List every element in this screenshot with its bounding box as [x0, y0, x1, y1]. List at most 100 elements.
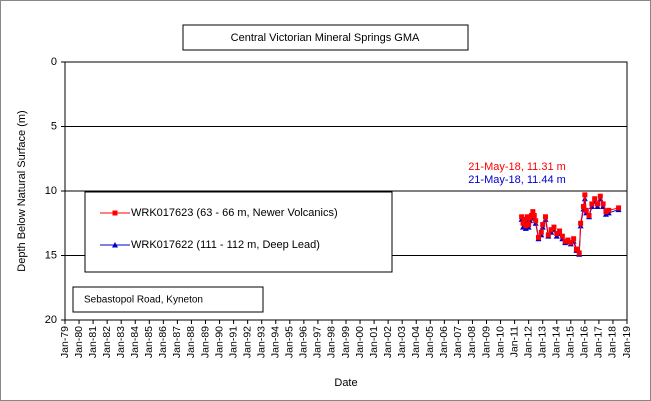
- x-tick-label: Jan-94: [270, 326, 282, 358]
- x-tick-label: Jan-17: [593, 326, 605, 358]
- data-point: [523, 223, 529, 229]
- x-tick-label: Jan-81: [87, 326, 99, 358]
- legend-label: WRK017623 (63 - 66 m, Newer Volcanics): [131, 207, 338, 219]
- x-tick-label: Jan-92: [241, 326, 253, 358]
- x-tick-label: Jan-11: [508, 326, 520, 357]
- annotation: 21-May-18, 11.44 m: [468, 174, 566, 186]
- x-tick-label: Jan-83: [115, 326, 127, 358]
- data-point: [562, 238, 568, 244]
- x-tick-label: Jan-79: [59, 326, 71, 358]
- x-tick-label: Jan-15: [565, 326, 577, 358]
- x-tick-label: Jan-93: [255, 326, 267, 358]
- annotation: 21-May-18, 11.31 m: [468, 161, 566, 173]
- data-point: [586, 213, 592, 219]
- x-tick-label: Jan-97: [312, 326, 324, 358]
- data-point: [533, 218, 539, 224]
- legend-marker: [112, 210, 118, 216]
- x-tick-label: Jan-10: [494, 326, 506, 358]
- x-tick-label: Jan-03: [396, 326, 408, 358]
- data-point: [578, 220, 584, 226]
- x-tick-label: Jan-00: [354, 326, 366, 358]
- x-tick-label: Jan-91: [227, 326, 239, 358]
- data-point: [597, 193, 603, 199]
- data-point: [524, 214, 530, 220]
- data-point: [530, 209, 536, 215]
- x-tick-label: Jan-87: [171, 326, 183, 358]
- x-tick-label: Jan-84: [129, 326, 141, 358]
- data-point: [538, 229, 544, 235]
- x-tick-label: Jan-04: [410, 326, 422, 358]
- data-point: [557, 228, 563, 234]
- data-point: [527, 215, 533, 221]
- x-tick-label: Jan-98: [326, 326, 338, 358]
- x-tick-label: Jan-99: [340, 326, 352, 358]
- data-point: [592, 196, 598, 202]
- data-point: [565, 237, 571, 243]
- y-tick-label: 5: [51, 120, 57, 132]
- data-point: [583, 207, 589, 213]
- x-tick-label: Jan-02: [382, 326, 394, 358]
- data-point: [554, 231, 560, 237]
- x-tick-label: Jan-05: [424, 326, 436, 358]
- x-tick-label: Jan-16: [579, 326, 591, 358]
- data-point: [528, 213, 534, 219]
- data-point: [545, 232, 551, 238]
- x-tick-label: Jan-19: [621, 326, 633, 358]
- subtitle: Sebastopol Road, Kyneton: [84, 295, 203, 306]
- x-tick-label: Jan-14: [551, 326, 563, 358]
- data-point: [540, 222, 546, 228]
- x-tick-label: Jan-06: [438, 326, 450, 358]
- data-point: [571, 236, 577, 242]
- x-axis-label: Date: [334, 377, 357, 389]
- data-point: [600, 201, 606, 207]
- data-point: [543, 214, 549, 220]
- x-tick-label: Jan-88: [185, 326, 197, 358]
- subtitle-box: [72, 286, 264, 313]
- y-tick-label: 10: [45, 185, 57, 197]
- x-tick-label: Jan-01: [368, 326, 380, 358]
- data-point: [531, 213, 537, 219]
- data-point: [603, 209, 609, 215]
- x-tick-label: Jan-18: [607, 326, 619, 358]
- title-box: [182, 24, 469, 51]
- x-tick-label: Jan-86: [157, 326, 169, 358]
- y-tick-label: 20: [45, 314, 57, 326]
- legend-marker: [112, 242, 118, 248]
- x-tick-label: Jan-12: [522, 326, 534, 358]
- x-tick-label: Jan-13: [536, 326, 548, 358]
- x-tick-label: Jan-85: [143, 326, 155, 358]
- data-point: [559, 233, 565, 239]
- legend: [84, 191, 393, 273]
- data-point: [519, 214, 525, 220]
- data-point: [576, 250, 582, 256]
- data-point: [582, 192, 588, 198]
- data-point: [589, 201, 595, 207]
- x-tick-label: Jan-82: [101, 326, 113, 358]
- y-axis-label: Depth Below Natural Surface (m): [16, 110, 28, 271]
- y-tick-label: 0: [51, 56, 57, 68]
- data-point: [616, 205, 622, 211]
- data-point: [548, 227, 554, 233]
- x-tick-label: Jan-90: [213, 326, 225, 358]
- data-point: [573, 246, 579, 252]
- data-point: [535, 234, 541, 240]
- data-point: [526, 222, 532, 228]
- data-point: [568, 240, 574, 246]
- x-tick-label: Jan-89: [199, 326, 211, 358]
- x-tick-label: Jan-09: [480, 326, 492, 358]
- y-tick-label: 15: [45, 249, 57, 261]
- data-point: [520, 220, 526, 226]
- data-point: [580, 203, 586, 209]
- x-tick-label: Jan-95: [284, 326, 296, 358]
- x-tick-label: Jan-07: [452, 326, 464, 358]
- x-tick-label: Jan-96: [298, 326, 310, 358]
- data-point: [551, 224, 557, 230]
- data-point: [594, 201, 600, 207]
- data-point: [521, 216, 527, 222]
- chart-title: Central Victorian Mineral Springs GMA: [231, 32, 420, 44]
- x-tick-label: Jan-80: [73, 326, 85, 358]
- data-point: [606, 207, 612, 213]
- legend-label: WRK017622 (111 - 112 m, Deep Lead): [131, 239, 320, 251]
- x-tick-label: Jan-08: [466, 326, 478, 358]
